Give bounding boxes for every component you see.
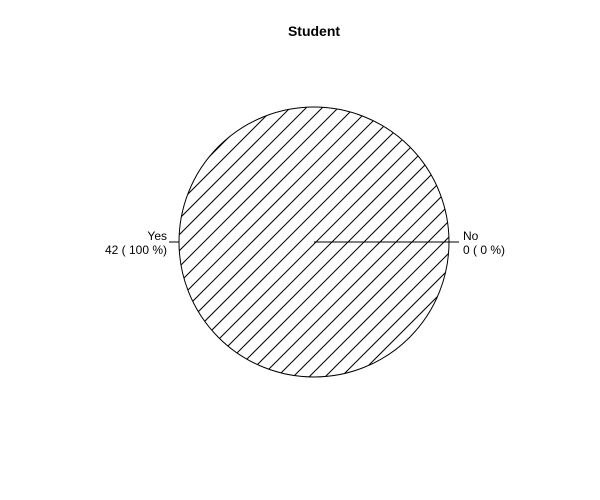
slice-label-no: No xyxy=(463,229,479,243)
chart-title: Student xyxy=(288,23,340,39)
hatch-line xyxy=(436,107,449,377)
pie-group xyxy=(178,106,450,378)
slice-label-yes: Yes xyxy=(147,229,167,243)
hatch-line xyxy=(179,107,244,377)
hatch-line xyxy=(179,107,340,377)
hatch-line xyxy=(356,107,449,377)
hatch-line xyxy=(179,107,404,377)
slice-value-yes: 42 ( 100 %) xyxy=(105,243,167,257)
hatch-line xyxy=(179,107,372,377)
hatch-line xyxy=(179,107,324,377)
pie-slice-yes xyxy=(179,107,449,377)
hatch-line xyxy=(179,107,308,377)
hatch-line xyxy=(340,107,449,377)
hatch-line xyxy=(179,107,292,377)
hatch-line xyxy=(179,107,276,377)
slice-value-no: 0 ( 0 %) xyxy=(463,243,505,257)
hatch-line xyxy=(179,107,228,377)
hatch-line xyxy=(179,107,356,377)
hatch-line xyxy=(179,107,388,377)
hatch-line xyxy=(324,107,449,377)
